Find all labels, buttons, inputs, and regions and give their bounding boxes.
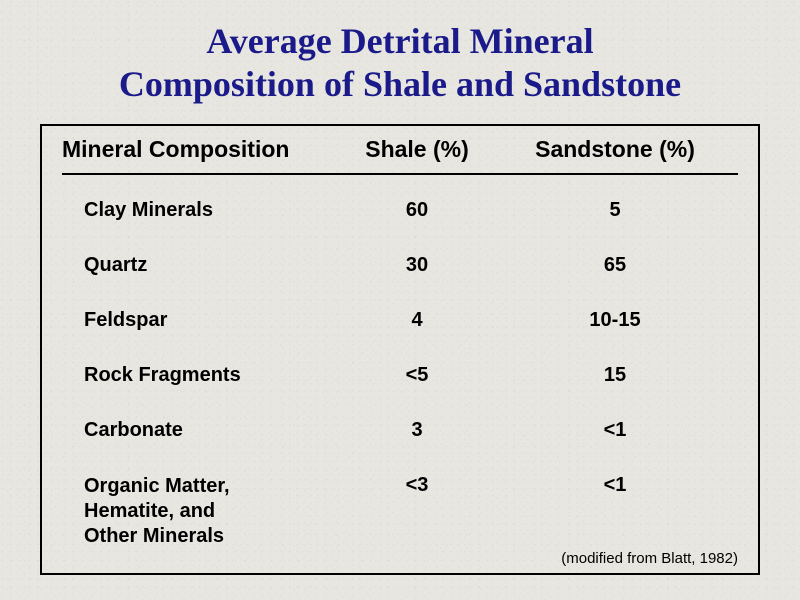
cell-shale: <5: [342, 364, 492, 387]
cell-sandstone: 5: [492, 199, 738, 222]
cell-mineral: Clay Minerals: [62, 199, 342, 222]
header-shale: Shale (%): [342, 136, 492, 163]
table-body: Clay Minerals 60 5 Quartz 30 65 Feldspar…: [62, 175, 738, 565]
cell-shale: 3: [342, 419, 492, 442]
header-mineral: Mineral Composition: [62, 136, 342, 163]
cell-shale: 30: [342, 254, 492, 277]
table-row: Organic Matter,Hematite, andOther Minera…: [62, 474, 738, 549]
cell-sandstone: 65: [492, 254, 738, 277]
cell-shale: 4: [342, 309, 492, 332]
slide-title: Average Detrital Mineral Composition of …: [40, 20, 760, 106]
cell-shale: 60: [342, 199, 492, 222]
cell-mineral: Quartz: [62, 254, 342, 277]
table-header-row: Mineral Composition Shale (%) Sandstone …: [62, 136, 738, 175]
cell-mineral: Feldspar: [62, 309, 342, 332]
cell-mineral: Organic Matter,Hematite, andOther Minera…: [62, 474, 342, 549]
cell-mineral: Carbonate: [62, 419, 342, 442]
table-row: Clay Minerals 60 5: [62, 199, 738, 222]
attribution-text: (modified from Blatt, 1982): [561, 550, 738, 567]
cell-mineral: Rock Fragments: [62, 364, 342, 387]
cell-sandstone: <1: [492, 419, 738, 442]
header-sandstone: Sandstone (%): [492, 136, 738, 163]
table-row: Carbonate 3 <1: [62, 419, 738, 442]
table-row: Feldspar 4 10-15: [62, 309, 738, 332]
cell-sandstone: 15: [492, 364, 738, 387]
composition-table: Mineral Composition Shale (%) Sandstone …: [40, 124, 760, 575]
table-row: Quartz 30 65: [62, 254, 738, 277]
cell-shale: <3: [342, 474, 492, 497]
cell-sandstone: 10-15: [492, 309, 738, 332]
cell-sandstone: <1: [492, 474, 738, 497]
table-row: Rock Fragments <5 15: [62, 364, 738, 387]
title-line-1: Average Detrital Mineral: [206, 21, 593, 61]
title-line-2: Composition of Shale and Sandstone: [119, 64, 681, 104]
